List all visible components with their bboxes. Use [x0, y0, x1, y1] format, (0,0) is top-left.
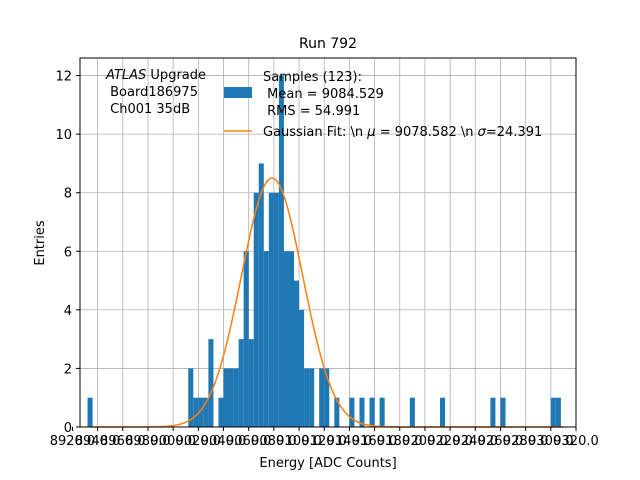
histogram-bar: [319, 368, 325, 427]
legend: Samples (123): Mean = 9084.529 RMS = 54.…: [224, 70, 542, 140]
y-tick-label: 4: [64, 304, 72, 319]
atlas-annotation: ATLAS Upgrade Board186975 Ch001 35dB: [105, 68, 206, 117]
x-tick-label: 9260.0: [478, 434, 524, 449]
histogram-bar: [218, 397, 224, 427]
x-tick-label: 9000.0: [150, 434, 196, 449]
histogram-bar: [379, 397, 385, 427]
y-axis-ticks: 0 2 4 6 8 10 12: [55, 70, 80, 436]
histogram-bar: [268, 192, 274, 427]
histogram-bar: [258, 163, 264, 427]
annotation-channel: Ch001 35dB: [110, 102, 190, 117]
annotation-line-2: Board186975: [106, 85, 198, 100]
histogram-bar: [550, 397, 556, 427]
fit-label-prefix: Gaussian Fit: \n: [263, 125, 367, 140]
histogram-bar: [273, 192, 279, 427]
histogram-bar: [309, 368, 315, 427]
histogram-bar: [243, 251, 249, 427]
fit-label-mu: μ: [366, 125, 375, 140]
histogram-bar: [223, 368, 229, 427]
histogram-bar: [334, 397, 340, 427]
annotation-experiment: ATLAS: [105, 68, 146, 83]
legend-histogram-label: Samples (123): Mean = 9084.529 RMS = 54.…: [263, 70, 384, 119]
fit-label-mid: = 9078.582 \n: [376, 125, 478, 140]
x-tick-label: 9200.0: [402, 434, 448, 449]
x-tick-label: 9020.0: [176, 434, 222, 449]
histogram-bar: [409, 397, 415, 427]
histogram-bar: [87, 397, 93, 427]
legend-histogram-label-line: RMS = 54.991: [263, 104, 360, 119]
y-axis-title: Entries: [33, 220, 48, 266]
histogram-bar: [188, 368, 194, 427]
y-tick-label: 2: [64, 362, 72, 377]
legend-histogram-label-line: Mean = 9084.529: [263, 87, 384, 102]
histogram-bar: [304, 368, 310, 427]
x-tick-label: 9100.0: [276, 434, 322, 449]
annotation-line-1: ATLAS Upgrade: [105, 68, 206, 83]
x-tick-label: 9280.0: [503, 434, 549, 449]
histogram-bar: [359, 397, 365, 427]
x-tick-label: 9060.0: [226, 434, 272, 449]
histogram-bar: [198, 397, 204, 427]
fit-label-sigma: σ: [478, 125, 487, 140]
x-tick-label: 9220.0: [427, 434, 473, 449]
x-tick-label: 9140.0: [327, 434, 373, 449]
chart-title: Run 792: [299, 36, 357, 52]
histogram-bar: [283, 251, 289, 427]
x-tick-label: 9040.0: [201, 434, 247, 449]
legend-histogram-label-line: Samples (123):: [263, 70, 362, 85]
histogram-bar: [208, 339, 214, 427]
legend-fit-label: Gaussian Fit: \n μ = 9078.582 \n σ=24.39…: [263, 125, 542, 140]
histogram-bar: [238, 339, 244, 427]
y-tick-label: 6: [64, 245, 72, 260]
annotation-suffix: Upgrade: [150, 68, 206, 83]
histogram-bar: [193, 397, 199, 427]
histogram-bar: [278, 75, 284, 428]
x-tick-label: 9180.0: [377, 434, 423, 449]
annotation-board: Board186975: [110, 85, 198, 100]
histogram-bar: [369, 397, 375, 427]
histogram-bar: [248, 339, 254, 427]
histogram-bar: [500, 397, 506, 427]
histogram-bars: [87, 75, 561, 428]
x-tick-label: 8940.0: [75, 434, 121, 449]
x-tick-label: 8920.0: [50, 434, 96, 449]
histogram-bar: [440, 397, 446, 427]
histogram-bar: [203, 397, 209, 427]
x-axis-title: Energy [ADC Counts]: [259, 456, 396, 471]
x-tick-label: 8960.0: [100, 434, 146, 449]
x-tick-label: 9320.0: [553, 434, 599, 449]
histogram-bar: [299, 309, 305, 427]
y-tick-label: 0: [64, 421, 72, 436]
histogram-bar: [263, 251, 269, 427]
x-tick-label: 9160.0: [352, 434, 398, 449]
fit-label-suffix: =24.391: [486, 125, 542, 140]
x-tick-label: 9300.0: [528, 434, 574, 449]
histogram-bar: [253, 192, 259, 427]
y-tick-label: 12: [55, 70, 72, 85]
histogram-bar: [228, 368, 234, 427]
x-tick-label: 9120.0: [301, 434, 347, 449]
annotation-line-3: Ch001 35dB: [106, 102, 190, 117]
histogram-bar: [288, 251, 295, 427]
legend-histogram-swatch: [224, 87, 252, 98]
axes-frame: [79, 57, 577, 428]
histogram-bar: [233, 368, 239, 427]
histogram-bar: [324, 368, 330, 427]
y-tick-label: 10: [55, 128, 72, 143]
x-axis-ticks: 8920.08940.08960.08980.09000.09020.09040…: [50, 427, 599, 449]
histogram-bar: [555, 397, 561, 427]
x-tick-label: 8980.0: [125, 434, 171, 449]
x-tick-label: 9080.0: [251, 434, 297, 449]
y-tick-label: 8: [64, 187, 72, 202]
histogram-bar: [490, 397, 496, 427]
x-tick-label: 9240.0: [453, 434, 499, 449]
histogram-bar: [349, 397, 355, 427]
histogram-bar: [294, 280, 300, 427]
